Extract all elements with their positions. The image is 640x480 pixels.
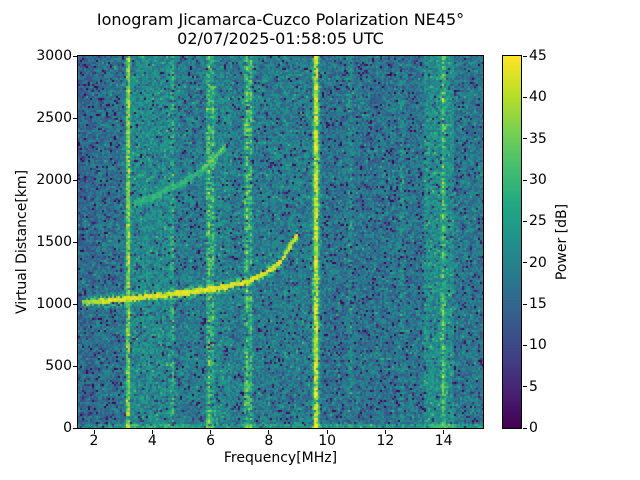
- colorbar-gradient: [503, 56, 521, 428]
- colorbar-tick-mark: [523, 386, 527, 388]
- x-tick-label: 2: [89, 433, 99, 449]
- colorbar-tick-label: 40: [529, 89, 547, 106]
- x-tick-mark: [268, 430, 270, 434]
- x-tick-mark: [384, 430, 386, 434]
- colorbar-tick-mark: [523, 303, 527, 305]
- y-tick-mark: [73, 427, 77, 429]
- y-tick-mark: [73, 55, 77, 57]
- y-tick-label: 0: [63, 420, 72, 436]
- colorbar-tick-mark: [523, 179, 527, 181]
- x-tick-mark: [443, 430, 445, 434]
- y-tick-label: 500: [45, 358, 72, 374]
- colorbar-label: Power [dB]: [554, 203, 570, 281]
- x-tick-label: 6: [206, 433, 216, 449]
- plot-area: [77, 55, 484, 429]
- y-tick-mark: [73, 179, 77, 181]
- colorbar-tick-label: 15: [529, 296, 547, 312]
- x-tick-label: 14: [434, 433, 453, 449]
- colorbar-tick-label: 30: [529, 172, 547, 188]
- x-tick-label: 4: [147, 433, 157, 449]
- colorbar-tick-mark: [523, 344, 527, 346]
- x-tick-label: 10: [318, 433, 337, 449]
- colorbar-tick-label: 25: [529, 213, 547, 230]
- colorbar-tick-mark: [523, 427, 527, 429]
- colorbar-tick-label: 5: [529, 378, 538, 395]
- chart-subtitle: 02/07/2025-01:58:05 UTC: [177, 29, 384, 48]
- y-tick-label: 2000: [36, 172, 72, 188]
- colorbar-tick-mark: [523, 55, 527, 57]
- y-tick-mark: [73, 365, 77, 367]
- chart-title: Ionogram Jicamarca-Cuzco Polarization NE…: [96, 10, 465, 29]
- y-tick-mark: [73, 241, 77, 243]
- x-tick-label: 12: [376, 433, 395, 449]
- colorbar-tick-mark: [523, 262, 527, 264]
- chart-title-block: Ionogram Jicamarca-Cuzco Polarization NE…: [78, 10, 483, 48]
- x-tick-label: 8: [264, 433, 274, 449]
- ionogram-heatmap: [78, 56, 483, 428]
- colorbar: [502, 55, 522, 429]
- colorbar-tick-label: 0: [529, 420, 538, 436]
- colorbar-tick-mark: [523, 96, 527, 98]
- x-tick-mark: [93, 430, 95, 434]
- colorbar-tick-label: 35: [529, 130, 547, 147]
- y-tick-mark: [73, 117, 77, 119]
- x-tick-mark: [151, 430, 153, 434]
- y-tick-mark: [73, 303, 77, 305]
- y-axis-label: Virtual Distance[km]: [14, 169, 30, 315]
- colorbar-tick-label: 45: [529, 48, 547, 64]
- colorbar-tick-label: 10: [529, 337, 547, 354]
- x-tick-mark: [326, 430, 328, 434]
- y-tick-label: 1500: [36, 234, 72, 250]
- colorbar-tick-mark: [523, 138, 527, 140]
- y-tick-label: 2500: [36, 110, 72, 126]
- x-axis-label: Frequency[MHz]: [223, 450, 338, 466]
- colorbar-tick-mark: [523, 220, 527, 222]
- y-tick-label: 3000: [36, 48, 72, 64]
- colorbar-tick-label: 20: [529, 254, 547, 271]
- x-tick-mark: [210, 430, 212, 434]
- y-tick-label: 1000: [36, 296, 72, 312]
